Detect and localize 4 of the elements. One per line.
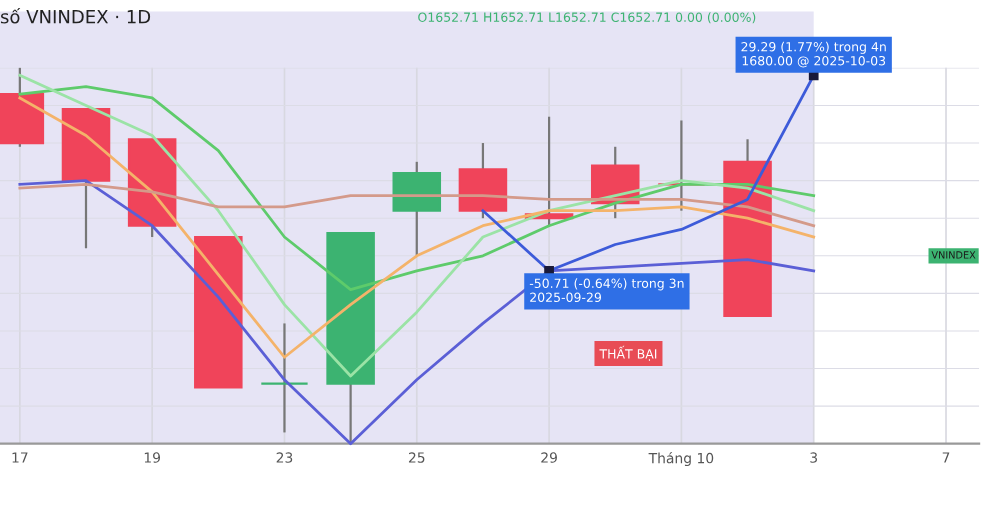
candlestick xyxy=(458,141,508,220)
candlestick xyxy=(392,160,442,257)
chart-title: số VNINDEX · 1D xyxy=(0,7,151,24)
candlestick xyxy=(260,322,309,434)
